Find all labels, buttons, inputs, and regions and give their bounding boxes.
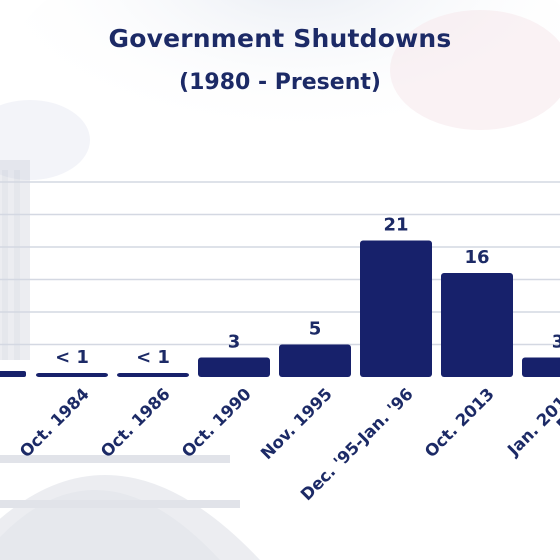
bar bbox=[522, 357, 560, 377]
x-tick-label: Jan. 2018 bbox=[503, 384, 560, 460]
data-label: < 1 bbox=[55, 347, 89, 368]
bar-partial-left bbox=[0, 371, 26, 377]
x-tick-label: Oct. 2013 bbox=[421, 384, 498, 461]
chart-subtitle: (1980 - Present) bbox=[179, 70, 381, 95]
bar bbox=[279, 344, 351, 377]
data-label: < 1 bbox=[136, 347, 170, 368]
data-label: 21 bbox=[383, 215, 408, 236]
data-label: 16 bbox=[464, 247, 489, 268]
data-label: 3 bbox=[228, 332, 241, 353]
data-label: 3 bbox=[552, 332, 560, 353]
x-tick-label: Oct. 1984 bbox=[16, 384, 93, 461]
x-tick-label: Nov. 1995 bbox=[257, 384, 336, 463]
data-label: 5 bbox=[309, 319, 322, 340]
bar bbox=[36, 373, 108, 377]
x-tick-label: Oct. 1986 bbox=[97, 384, 174, 461]
bar bbox=[360, 240, 432, 377]
chart-title: Government Shutdowns bbox=[108, 24, 452, 53]
bar bbox=[198, 357, 270, 377]
bar bbox=[441, 273, 513, 377]
x-tick-label: Oct. 1990 bbox=[178, 384, 255, 461]
bar bbox=[117, 373, 189, 377]
